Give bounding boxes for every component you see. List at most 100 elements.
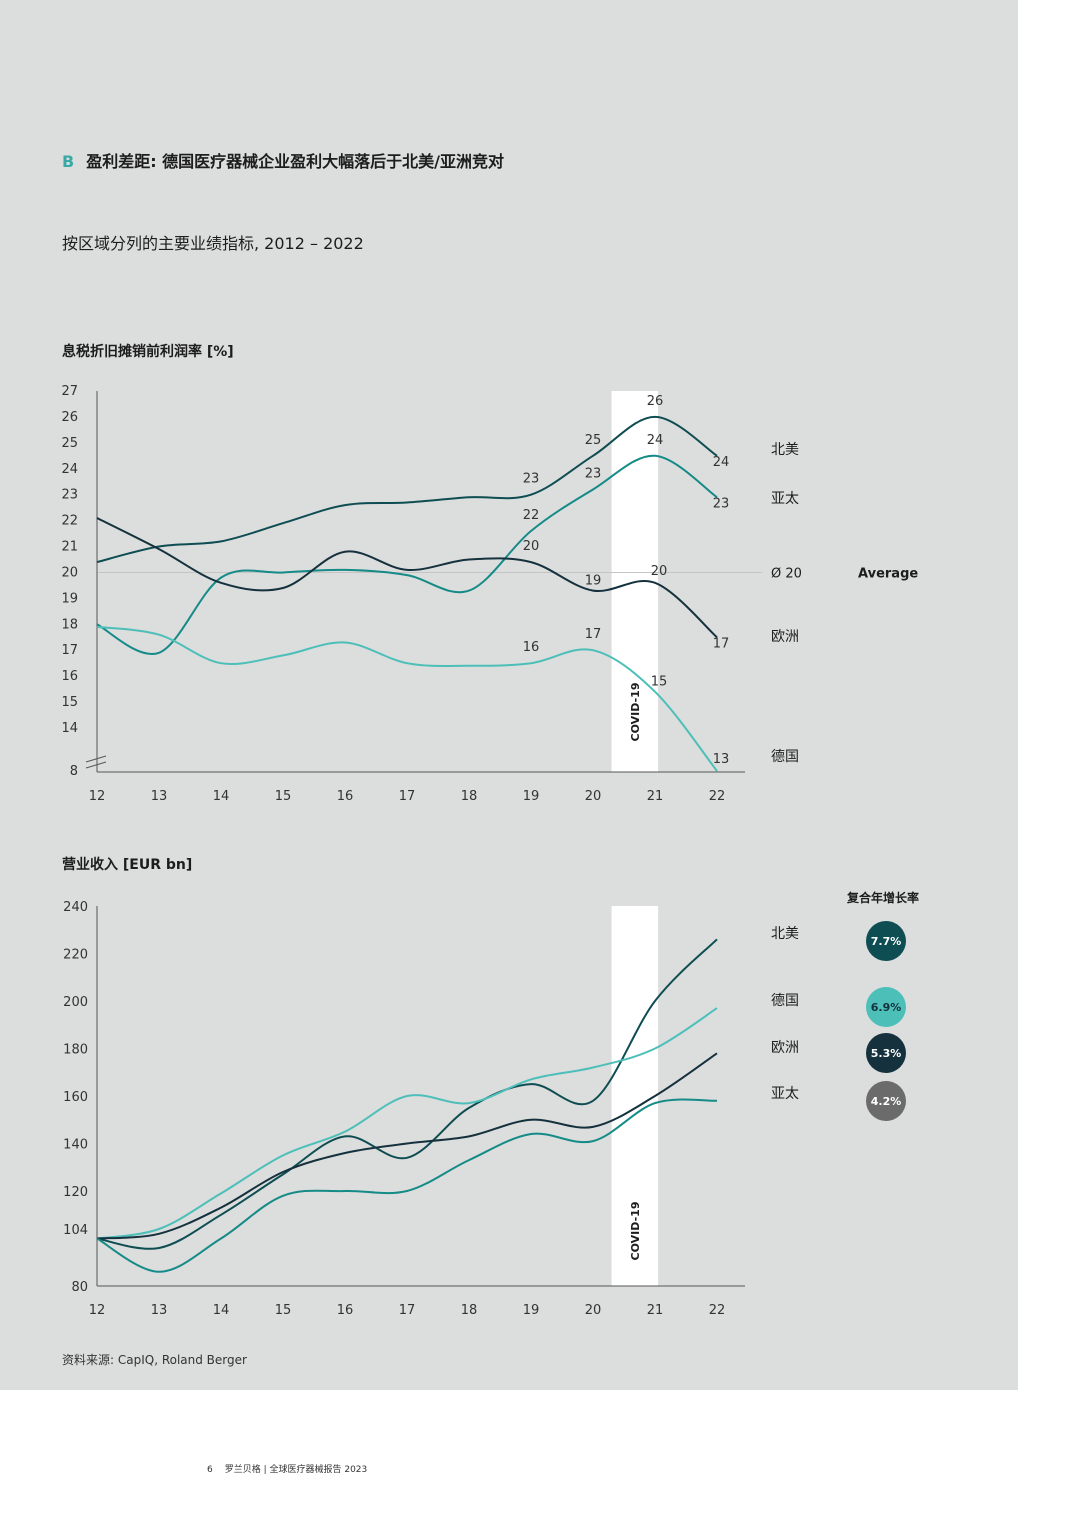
y-tick-label: 120 [63,1185,88,1200]
cagr-badge [866,1033,906,1073]
cagr-value: 5.3% [871,1047,902,1060]
covid-label: COVID-19 [629,683,642,742]
y-tick-label: 19 [61,591,78,606]
covid-band [611,906,659,1286]
x-tick-label: 18 [461,789,478,804]
data-label: 17 [713,636,730,651]
chart-subtitle: 按区域分列的主要业绩指标, 2012 – 2022 [62,234,364,253]
y-tick-label: 220 [63,948,88,963]
cagr-badge [866,1081,906,1121]
x-tick-label: 14 [213,1303,230,1318]
x-tick-label: 18 [461,1303,478,1318]
axis-break-mark [85,761,107,769]
y-tick-label: 22 [61,514,78,529]
revenue-chart-title: 营业收入 [EUR bn] [62,857,193,873]
y-tick-label: 15 [61,695,78,710]
y-tick-label: 180 [63,1043,88,1058]
y-tick-label: 24 [61,462,78,477]
series-line [96,1007,718,1240]
charts-canvas: COVID-19 Ø 20 Average 8 14 15 16 17 18 19 20 21 22 23… [61,384,919,1318]
series-line [96,625,718,772]
x-tick-label: 12 [89,789,106,804]
section-letter: B [62,152,75,171]
y-tick-label: 18 [61,617,78,632]
series-name-label: 欧洲 [771,1040,799,1056]
x-tick-label: 22 [709,1303,726,1318]
average-value-label: Ø 20 [771,566,802,581]
cagr-badge [866,987,906,1027]
y-tick-label: 240 [63,900,88,915]
x-tick-label: 22 [709,789,726,804]
x-tick-label: 16 [337,789,354,804]
series-line [96,1052,718,1240]
series-name-label: 亚太 [771,1086,799,1102]
data-label: 13 [713,752,730,767]
cagr-badge [866,921,906,961]
y-tick-label: 25 [61,436,78,451]
cagr-value: 6.9% [871,1001,902,1014]
x-tick-label: 15 [275,789,292,804]
data-label: 23 [713,496,730,511]
data-label: 23 [585,467,602,482]
x-tick-label: 14 [213,789,230,804]
x-tick-label: 20 [585,1303,602,1318]
section-title: 盈利差距: 德国医疗器械企业盈利大幅落后于北美/亚洲竞对 [86,152,505,171]
x-tick-label: 17 [399,789,416,804]
series-name-label: 德国 [771,749,799,765]
y-tick-label: 140 [63,1138,88,1153]
x-tick-label: 21 [647,789,664,804]
y-tick-label: 8 [70,764,78,779]
data-label: 19 [585,574,602,589]
series-line [96,517,718,639]
x-tick-label: 20 [585,789,602,804]
series-name-label: 北美 [771,442,799,458]
data-label: 15 [651,675,668,690]
x-tick-label: 12 [89,1303,106,1318]
x-tick-label: 13 [151,789,168,804]
data-label: 23 [523,472,540,487]
series-name-label: 德国 [771,993,799,1009]
y-tick-label: 17 [61,643,78,658]
page-footer: 6 罗兰贝格 | 全球医疗器械报告 2023 [207,1462,379,1475]
axis-break-mark [85,755,107,763]
data-label: 16 [523,640,540,655]
series-name-label: 欧洲 [771,629,799,645]
y-tick-label: 200 [63,995,88,1010]
footer-text: 罗兰贝格 | 全球医疗器械报告 2023 [224,1465,368,1475]
y-tick-label: 160 [63,1090,88,1105]
series-line [96,1098,718,1273]
content-panel [0,0,1018,1390]
y-tick-label: 26 [61,410,78,425]
data-label: 20 [651,564,668,579]
y-tick-label: 21 [61,540,78,555]
y-tick-label: 23 [61,488,78,503]
data-label: 20 [523,539,540,554]
section-heading: B 盈利差距: 德国医疗器械企业盈利大幅落后于北美/亚洲竞对 [62,148,504,172]
y-tick-label: 16 [61,669,78,684]
data-label: 17 [585,627,602,642]
y-tick-label: 14 [61,721,78,736]
x-tick-label: 13 [151,1303,168,1318]
x-tick-label: 16 [337,1303,354,1318]
x-tick-label: 19 [523,789,540,804]
page-number: 6 [207,1465,213,1475]
series-line [96,415,718,564]
x-tick-label: 19 [523,1303,540,1318]
data-label: 25 [585,433,602,448]
series-line [96,938,718,1250]
y-tick-label: 104 [63,1223,88,1238]
cagr-title: 复合年增长率 [846,890,919,905]
series-line [96,454,718,656]
data-label: 22 [523,508,540,523]
y-tick-label: 80 [71,1280,88,1295]
cagr-value: 7.7% [871,935,902,948]
data-label: 24 [713,455,730,470]
y-tick-label: 20 [61,565,78,580]
average-caption: Average [858,566,918,581]
x-tick-label: 15 [275,1303,292,1318]
data-label: 24 [647,433,664,448]
x-tick-label: 17 [399,1303,416,1318]
x-tick-label: 21 [647,1303,664,1318]
series-name-label: 亚太 [771,491,799,507]
covid-label: COVID-19 [629,1202,642,1261]
